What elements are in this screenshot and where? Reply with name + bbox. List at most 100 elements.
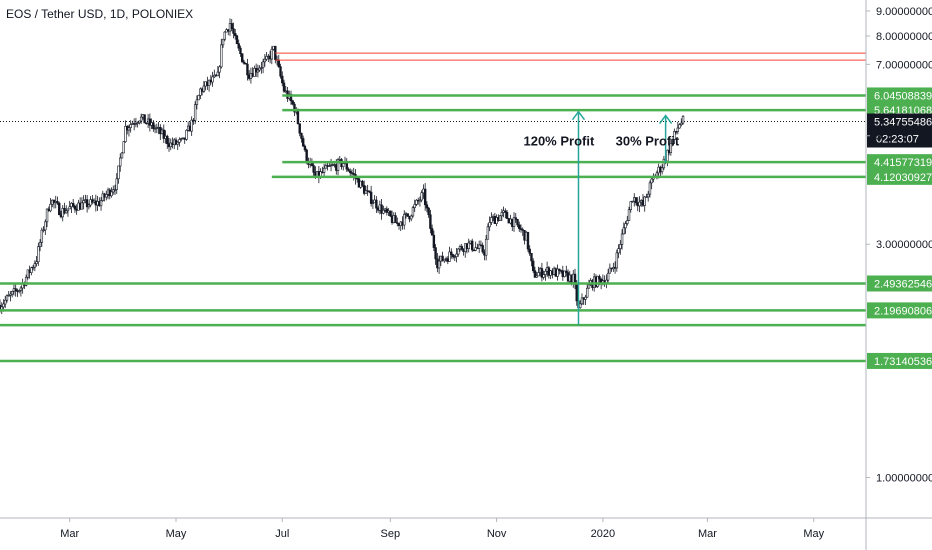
candle-body xyxy=(37,246,40,263)
candle-body xyxy=(638,201,641,207)
annotations: 120% Profit 30% Profit xyxy=(523,110,680,326)
candle-body xyxy=(45,208,49,223)
candle-body xyxy=(526,231,530,250)
candle-body xyxy=(143,114,146,124)
levels: 6.045088395.641810684.415773194.12030927… xyxy=(0,52,932,369)
level-badge xyxy=(867,302,932,319)
candle-body xyxy=(531,260,535,272)
candle-body xyxy=(389,210,392,217)
candle-body xyxy=(293,103,296,113)
candle-body xyxy=(671,139,674,144)
candle-body xyxy=(565,270,568,273)
candle-body xyxy=(474,247,477,251)
candle-body xyxy=(488,222,491,228)
candle-body xyxy=(415,199,418,205)
candle-body xyxy=(608,267,612,274)
candle-body xyxy=(425,204,429,209)
candle-body xyxy=(239,47,242,54)
candle-body xyxy=(624,223,627,229)
candle-body xyxy=(528,248,531,254)
candle-body xyxy=(40,229,44,243)
candle-body xyxy=(375,199,378,209)
candle-body xyxy=(220,44,223,68)
candle-body xyxy=(73,205,77,210)
candle-body xyxy=(430,228,434,236)
candle-body xyxy=(134,123,138,125)
candle-body xyxy=(650,178,653,184)
level-badge-label: 2.19690806 xyxy=(874,305,932,317)
candle-body xyxy=(44,221,47,231)
candle-body xyxy=(575,284,578,302)
candle-body xyxy=(587,284,591,289)
candle-body xyxy=(427,207,430,216)
candle-body xyxy=(281,75,284,84)
candle-body xyxy=(505,212,509,219)
candle-body xyxy=(448,251,451,262)
candle-body xyxy=(619,244,622,249)
candle-body xyxy=(544,270,547,275)
candle-body xyxy=(178,139,181,143)
candle-body xyxy=(615,252,619,269)
candle-body xyxy=(99,200,103,207)
candle-body xyxy=(629,201,632,211)
candle-body xyxy=(162,129,165,139)
candle-body xyxy=(364,190,368,194)
candle-body xyxy=(533,270,537,278)
candle-body xyxy=(199,88,202,96)
candle-body xyxy=(87,204,91,208)
y-tick-label: 8.00000000 xyxy=(876,31,932,43)
candle-body xyxy=(648,182,652,195)
candle-body xyxy=(71,202,75,207)
candle-body xyxy=(202,85,206,92)
candle-body xyxy=(540,268,544,278)
x-tick-label: Mar xyxy=(60,528,79,540)
candle-body xyxy=(453,256,456,258)
candle-body xyxy=(646,193,650,198)
candle-body xyxy=(117,165,120,180)
candle-body xyxy=(627,209,631,221)
candle-body xyxy=(423,188,427,206)
candle-body xyxy=(382,209,385,214)
candle-body xyxy=(322,167,326,173)
candle-body xyxy=(678,124,681,129)
candle-body xyxy=(148,118,152,126)
candle-body xyxy=(237,43,240,49)
candle-body xyxy=(350,172,354,174)
candle-body xyxy=(631,200,634,203)
profit-arrow-head xyxy=(659,114,673,124)
candle-body xyxy=(218,66,221,73)
candle-body xyxy=(26,269,30,278)
candle-body xyxy=(185,130,188,140)
profit-annotation: 120% Profit xyxy=(523,133,594,148)
candle-body xyxy=(596,275,599,287)
candle-body xyxy=(5,295,9,301)
candle-body xyxy=(403,214,406,226)
candle-body xyxy=(4,299,7,305)
candle-body xyxy=(17,290,21,292)
x-tick-label: 2020 xyxy=(591,528,615,540)
candle-body xyxy=(216,71,220,77)
candle-body xyxy=(518,224,521,229)
candle-body xyxy=(305,149,308,162)
candle-body xyxy=(258,67,261,71)
candle-body xyxy=(586,287,589,298)
candle-body xyxy=(645,196,648,198)
x-tick-label: Nov xyxy=(487,528,507,540)
candle-body xyxy=(410,215,413,220)
profit-annotation: 30% Profit xyxy=(616,133,680,148)
candle-body xyxy=(371,202,375,204)
candle-body xyxy=(244,62,247,65)
candle-body xyxy=(342,163,345,168)
y-tick-label: 1.00000000 xyxy=(876,472,932,484)
candle-body xyxy=(152,122,155,129)
candle-body xyxy=(413,204,416,208)
candle-body xyxy=(30,267,33,273)
candle-body xyxy=(68,206,71,210)
y-tick-label: 3.00000000 xyxy=(876,239,932,251)
candle-body xyxy=(193,104,197,121)
candle-body xyxy=(643,196,646,206)
candle-body xyxy=(112,189,115,193)
candle-body xyxy=(580,297,584,305)
candle-body xyxy=(80,202,84,210)
